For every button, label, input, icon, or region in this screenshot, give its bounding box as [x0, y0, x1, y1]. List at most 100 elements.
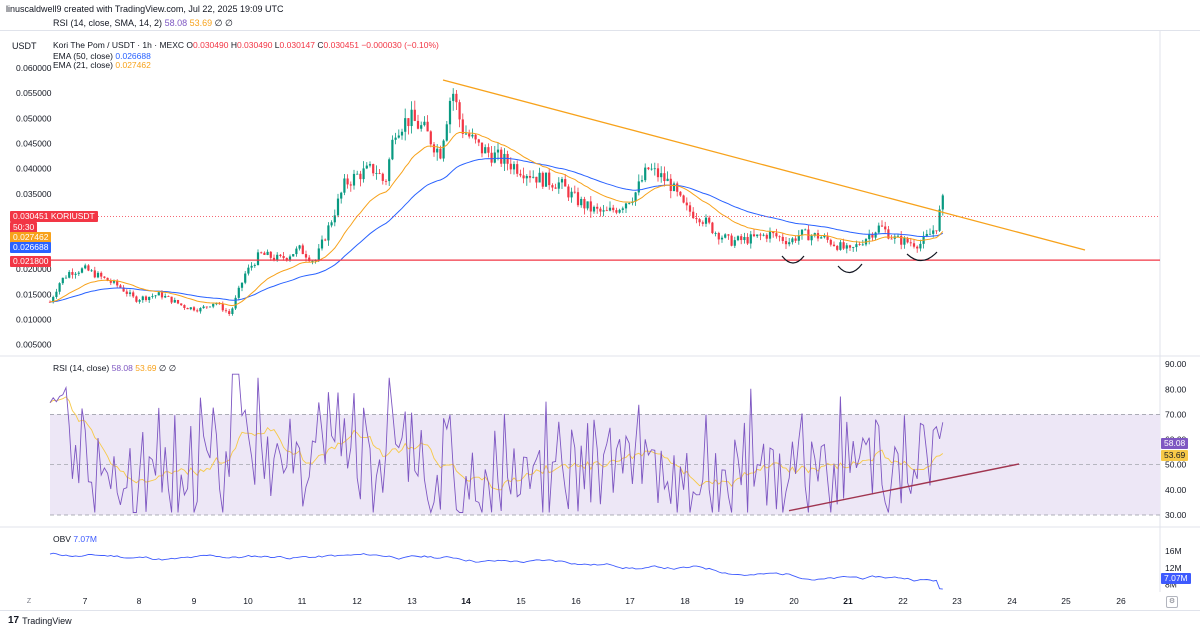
candle-body: [64, 277, 68, 279]
candle-body: [653, 168, 656, 170]
price-tick-label: 0.020000: [16, 264, 52, 274]
candle-body: [112, 280, 116, 283]
candle-body: [592, 206, 596, 212]
candle-body: [55, 291, 58, 297]
ema21-line: [49, 131, 944, 307]
descending-trendline[interactable]: [442, 79, 1086, 251]
candle-body: [660, 173, 663, 178]
candle-body: [637, 181, 640, 193]
rsi-tick-label: 30.00: [1165, 510, 1187, 520]
time-tick-label: 9: [192, 596, 197, 606]
candle-body: [122, 287, 125, 292]
candle-body: [919, 243, 922, 249]
time-tick-label: 23: [952, 596, 962, 606]
candle-body: [628, 203, 631, 204]
price-tick-label: 0.005000: [16, 340, 52, 350]
candle-body: [666, 178, 669, 182]
settings-icon[interactable]: ⚙: [1166, 596, 1178, 608]
candle-body: [477, 139, 480, 143]
candle-body: [605, 210, 608, 212]
time-tick-label: 11: [298, 596, 307, 606]
candle-body: [871, 234, 874, 238]
candle-body: [836, 246, 839, 250]
candle-body: [324, 239, 327, 241]
rsi-legend-value: 58.08: [111, 363, 133, 373]
candle-body: [455, 93, 458, 103]
time-tick-label: 25: [1061, 596, 1071, 606]
candle-body: [820, 237, 823, 239]
candle-body: [717, 233, 720, 240]
candle-body: [791, 238, 794, 243]
candle-body: [205, 306, 208, 308]
candle-body: [250, 265, 253, 268]
candle-body: [256, 252, 260, 265]
candle-body: [151, 296, 154, 297]
higher-low-arcs[interactable]: [781, 251, 938, 274]
tradingview-brand[interactable]: 17 TradingView: [8, 615, 72, 626]
time-tick-label: 20: [789, 596, 799, 606]
candle-body: [90, 270, 93, 272]
candle-body: [586, 201, 589, 209]
candle-body: [647, 167, 650, 170]
candle-body: [503, 153, 506, 164]
candle-body: [544, 172, 548, 187]
candle-body: [68, 272, 71, 278]
candle-body: [202, 306, 205, 309]
candle-body: [173, 299, 176, 303]
candle-body: [183, 305, 186, 308]
candle-body: [528, 176, 532, 178]
ema21-tag: 0.027462: [10, 232, 52, 243]
candle-body: [621, 208, 624, 210]
ema50-legend[interactable]: EMA (50, close) 0.026688: [53, 51, 151, 61]
candle-body: [679, 191, 682, 196]
candle-body: [740, 236, 743, 241]
candle-body: [925, 233, 928, 236]
ema21-legend-label: EMA (21, close): [53, 60, 113, 70]
candle-body: [71, 272, 74, 275]
candle-body: [554, 187, 557, 189]
candle-body: [765, 234, 768, 239]
time-tick-label: 8: [137, 596, 142, 606]
candle-body: [237, 287, 240, 298]
candle-body: [199, 308, 202, 312]
candle-body: [525, 176, 528, 179]
ema50-tag: 0.026688: [10, 242, 52, 253]
candle-body: [416, 120, 420, 129]
candle-body: [752, 234, 756, 237]
candle-body: [618, 209, 621, 213]
candle-body: [74, 273, 77, 275]
candle-body: [157, 292, 160, 296]
candle-body: [480, 142, 484, 154]
candle-body: [362, 168, 365, 180]
candle-body: [436, 148, 439, 153]
candle-body: [359, 173, 362, 180]
rsi-summary-empty-1: ∅: [214, 18, 223, 28]
obv-legend[interactable]: OBV 7.07M: [53, 534, 97, 544]
ema21-legend[interactable]: EMA (21, close) 0.027462: [53, 60, 151, 70]
rsi-summary-sma: 53.69: [189, 18, 213, 28]
rsi-legend[interactable]: RSI (14, close) 58.08 53.69 ∅ ∅: [53, 363, 176, 374]
candle-body: [458, 102, 461, 120]
candle-body: [746, 236, 749, 244]
candle-body: [804, 229, 807, 231]
candle-body: [775, 233, 778, 237]
chart-canvas[interactable]: 0.060000 0.055000 0.050000 0.045000 0.040000…: [0, 30, 1200, 610]
timezone-icon[interactable]: Z: [26, 598, 32, 605]
rsi-legend-label: RSI (14, close): [53, 363, 110, 373]
candle-body: [445, 124, 448, 141]
candle-body: [384, 180, 388, 182]
symbol-legend[interactable]: Kori The Pom / USDT · 1h · MEXC O0.03049…: [53, 40, 439, 50]
candle-body: [573, 191, 576, 193]
candle-body: [180, 303, 183, 306]
candle-body: [938, 209, 941, 231]
candle-body: [397, 135, 400, 138]
rsi-band-lines: [50, 414, 1160, 516]
candle-body: [650, 168, 653, 170]
candle-body: [522, 175, 525, 179]
candlestick-series[interactable]: [48, 88, 944, 316]
rsi-ascending-trendline[interactable]: [788, 463, 1020, 512]
ohlc-close-label: C: [317, 40, 324, 50]
symbol-tag: KORIUSDT: [50, 211, 95, 221]
candle-body: [160, 292, 164, 298]
candle-body: [768, 231, 772, 239]
